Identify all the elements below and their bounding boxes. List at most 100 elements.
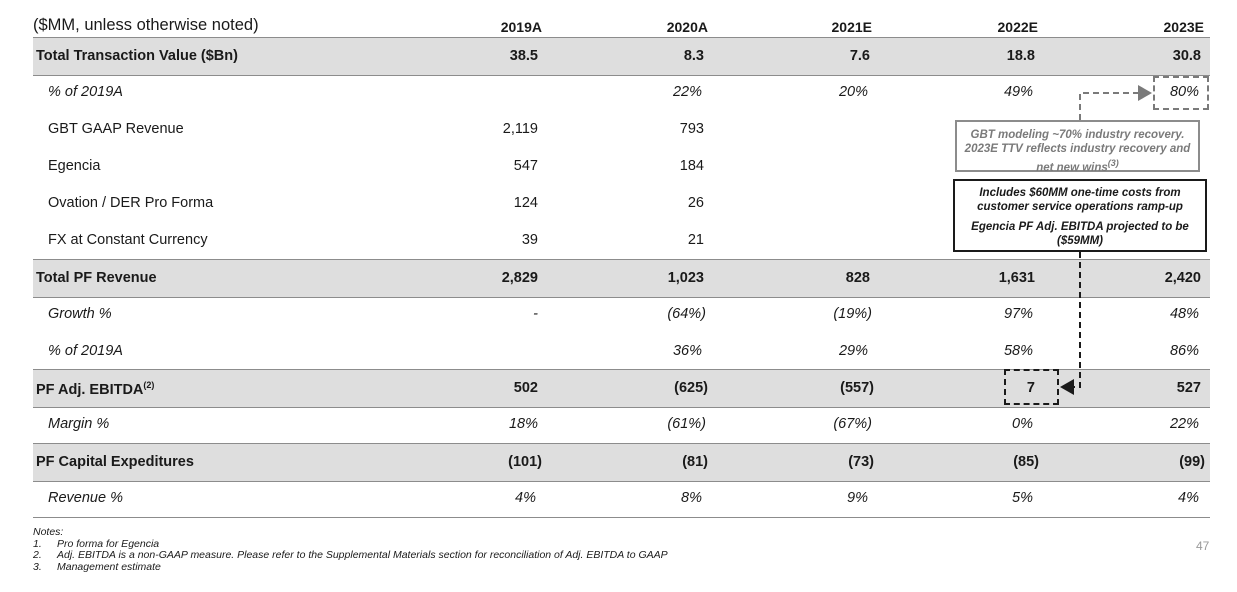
- cell-2023e: 30.8: [1172, 48, 1201, 64]
- ttv-recovery-callout: GBT modeling ~70% industry recovery. 202…: [955, 120, 1200, 175]
- cell-2020a: 793: [679, 121, 704, 137]
- footnote-item: 2. Adj. EBITDA is a non-GAAP measure. Ple…: [33, 549, 668, 562]
- row-label: Growth %: [48, 306, 112, 322]
- cell-2019a: 39: [521, 232, 538, 248]
- callout-line: ($59MM): [1056, 235, 1103, 247]
- callout-line: Includes $60MM one-time costs from: [979, 187, 1181, 199]
- table-row-egencia: Egencia 547 184: [33, 148, 1210, 185]
- row-label: Egencia: [48, 158, 101, 174]
- table-row-ttv-pct-of-2019a: % of 2019A 22% 20% 49% 80%: [33, 74, 1210, 111]
- table-row-fx-constant-currency: FX at Constant Currency 39 21: [33, 222, 1210, 259]
- cell-2022e: 49%: [1003, 84, 1033, 100]
- table-row-gbt-gaap-revenue: GBT GAAP Revenue 2,119 793: [33, 111, 1210, 148]
- table-row-capex-revenue-pct: Revenue % 4% 8% 9% 5% 4%: [33, 480, 1210, 518]
- cell-2021e: (557): [840, 380, 874, 396]
- row-label: % of 2019A: [48, 84, 123, 100]
- row-label: Ovation / DER Pro Forma: [48, 195, 214, 211]
- callout-line: net new wins(3): [957, 156, 1198, 175]
- cell-2021e: (19%): [833, 306, 872, 322]
- ebitda-2022e-highlight-box: [1004, 369, 1059, 405]
- cell-2020a: 184: [679, 158, 704, 174]
- footnote-marker: (3): [1107, 158, 1119, 168]
- cell-2022e: 58%: [1003, 343, 1033, 359]
- table-row-growth-pct: Growth % - (64%) (19%) 97% 48%: [33, 296, 1210, 333]
- row-label: Total Transaction Value ($Bn): [36, 48, 238, 64]
- year-header-2020a: 2020A: [666, 19, 708, 35]
- cell-2021e: 7.6: [849, 48, 870, 64]
- cell-2022e: (85): [1013, 454, 1039, 470]
- cell-2020a: (61%): [667, 416, 706, 432]
- cell-2023e: 2,420: [1164, 270, 1201, 286]
- callout-line: Egencia PF Adj. EBITDA projected to be: [971, 221, 1189, 233]
- cell-2019a: 2,829: [501, 270, 538, 286]
- footnote-number: 1.: [33, 537, 42, 550]
- cell-2020a: 8%: [681, 490, 702, 506]
- footnote-number: 2.: [33, 549, 42, 561]
- row-label: FX at Constant Currency: [48, 232, 208, 248]
- row-label: Revenue %: [48, 490, 123, 506]
- year-header-2022e: 2022E: [997, 19, 1038, 35]
- cell-2022e: 18.8: [1006, 48, 1035, 64]
- table-row-pf-capital-expenditures: PF Capital Expeditures (101) (81) (73) (…: [33, 443, 1210, 482]
- unit-note: ($MM, unless otherwise noted): [33, 16, 259, 34]
- row-label-text: PF Adj. EBITDA: [36, 381, 144, 398]
- cell-2019a: (101): [508, 454, 542, 470]
- footnote-text: Adj. EBITDA is a non-GAAP measure. Pleas…: [57, 549, 668, 561]
- callout-line: customer service operations ramp-up: [977, 201, 1183, 213]
- cell-2021e: 20%: [838, 84, 868, 100]
- cell-2019a: 2,119: [502, 121, 538, 137]
- cell-2022e: 97%: [1003, 306, 1033, 322]
- callout-line: 2023E TTV reflects industry recovery and: [964, 143, 1191, 155]
- cell-2019a: 18%: [508, 416, 538, 432]
- footnote-text: Pro forma for Egencia: [57, 537, 160, 550]
- cell-2023e: 48%: [1169, 306, 1199, 322]
- cell-2020a: (81): [682, 454, 708, 470]
- ttv-2023e-highlight-box: [1153, 76, 1209, 110]
- cell-2023e: (99): [1179, 454, 1205, 470]
- page-number: 47: [1196, 539, 1210, 553]
- cell-2019a: -: [533, 306, 538, 322]
- callout-line: GBT modeling ~70% industry recovery.: [970, 129, 1185, 141]
- ebitda-costs-callout: Includes $60MM one-time costs from custo…: [953, 179, 1207, 252]
- table-row-ovation-der: Ovation / DER Pro Forma 124 26: [33, 185, 1210, 222]
- footnote-number: 3.: [33, 560, 42, 573]
- footnote-item: 3. Management estimate: [33, 560, 668, 574]
- cell-2023e: 527: [1176, 380, 1201, 396]
- footnote-marker: (2): [143, 380, 155, 390]
- row-label: % of 2019A: [48, 343, 123, 359]
- cell-2023e: 86%: [1169, 343, 1199, 359]
- cell-2023e: 80%: [1169, 84, 1199, 100]
- cell-2019a: 547: [513, 158, 538, 174]
- cell-2020a: 21: [687, 232, 704, 248]
- cell-2020a: 8.3: [683, 48, 704, 64]
- cell-2021e: (67%): [833, 416, 872, 432]
- callout-line-text: net new wins: [1036, 161, 1108, 174]
- cell-2022e: 0%: [1012, 416, 1033, 432]
- cell-2022e: 7: [1026, 380, 1035, 396]
- year-header-2023e: 2023E: [1163, 19, 1204, 35]
- row-label: PF Capital Expeditures: [36, 454, 194, 470]
- cell-2022e: 5%: [1012, 490, 1033, 506]
- cell-2023e: 4%: [1178, 490, 1199, 506]
- cell-2020a: (64%): [667, 306, 706, 322]
- cell-2023e: 22%: [1169, 416, 1199, 432]
- cell-2020a: 1,023: [667, 270, 704, 286]
- year-header-2019a: 2019A: [500, 19, 542, 35]
- footnote-text: Management estimate: [57, 560, 161, 573]
- cell-2021e: 29%: [838, 343, 868, 359]
- ttv-callout-connector: [1079, 85, 1152, 120]
- cell-2021e: 9%: [847, 490, 868, 506]
- row-label: Margin %: [48, 416, 110, 432]
- table-row-revenue-pct-of-2019a: % of 2019A 36% 29% 58% 86%: [33, 333, 1210, 370]
- table-row-total-transaction-value: Total Transaction Value ($Bn) 38.5 8.3 7…: [33, 37, 1210, 76]
- cell-2019a: 4%: [515, 490, 536, 506]
- cell-2021e: (73): [848, 454, 874, 470]
- cell-2019a: 502: [513, 380, 538, 396]
- cell-2020a: (625): [674, 380, 708, 396]
- row-label: GBT GAAP Revenue: [48, 121, 184, 137]
- table-row-margin-pct: Margin % 18% (61%) (67%) 0% 22%: [33, 406, 1210, 443]
- cell-2020a: 26: [687, 195, 704, 211]
- footnotes: Notes: 1. Pro forma for Egencia 2. Adj. EB…: [33, 526, 668, 574]
- cell-2020a: 36%: [672, 343, 702, 359]
